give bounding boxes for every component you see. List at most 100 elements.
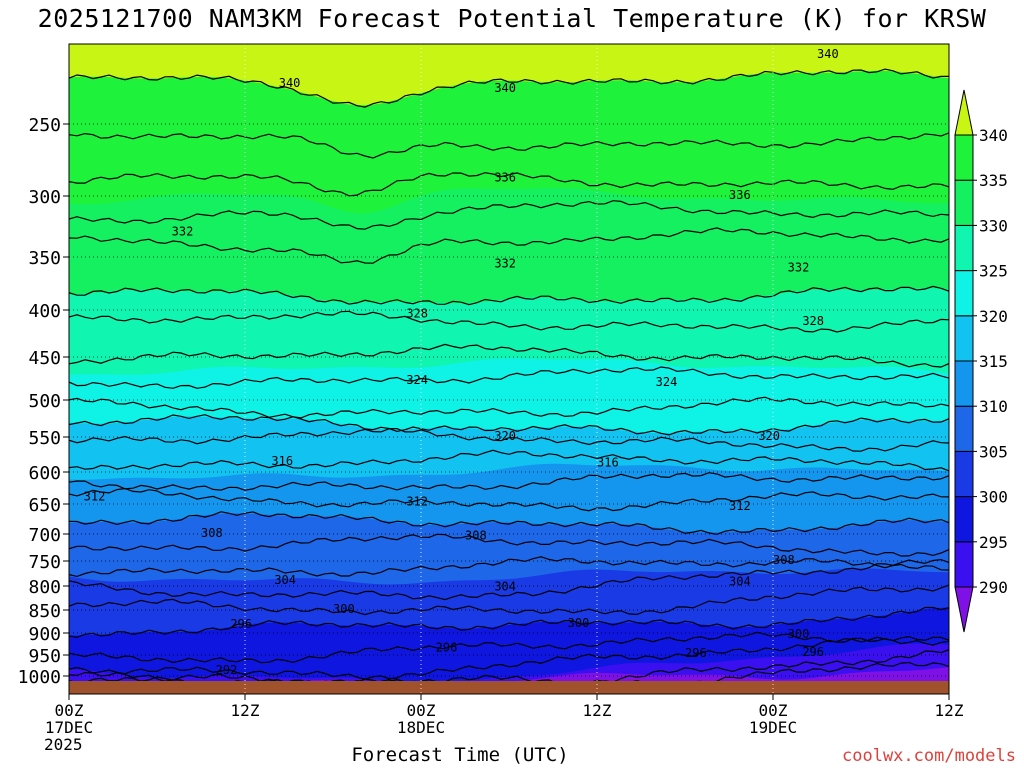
contour-label: 316 — [597, 456, 619, 470]
contour-label: 340 — [817, 47, 839, 61]
y-tick-label: 250 — [28, 115, 61, 136]
colorbar-label: 320 — [979, 307, 1008, 326]
colorbar-band — [954, 496, 974, 543]
y-tick-label: 800 — [28, 577, 61, 598]
contour-label: 324 — [406, 373, 428, 387]
colorbar-label: 335 — [979, 171, 1008, 190]
contour-label: 336 — [494, 171, 516, 185]
colorbar-label: 310 — [979, 397, 1008, 416]
contour-304 — [69, 558, 949, 601]
y-tick-label: 600 — [28, 463, 61, 484]
contour-292 — [69, 661, 949, 686]
colorbar-band — [954, 224, 974, 272]
y-tick-label: 700 — [28, 525, 61, 546]
colorbar-label: 305 — [979, 442, 1008, 461]
y-tick-label: 350 — [28, 248, 61, 269]
contour-label: 308 — [465, 529, 487, 543]
x-tick-label: 18DEC — [397, 718, 445, 737]
contour-label: 312 — [729, 499, 751, 513]
ground-bar — [69, 681, 949, 694]
contour-312 — [69, 487, 949, 512]
contour-302 — [69, 584, 949, 616]
y-tick-label: 400 — [28, 301, 61, 322]
contour-330 — [69, 285, 949, 306]
colorbar-label: 300 — [979, 488, 1008, 507]
contour-label: 296 — [802, 645, 824, 659]
contour-label: 296 — [230, 617, 252, 631]
contour-318 — [69, 427, 949, 452]
contour-label: 332 — [494, 256, 516, 270]
contour-label: 296 — [685, 646, 707, 660]
y-tick-label: 450 — [28, 348, 61, 369]
colorbar-label: 340 — [979, 126, 1008, 145]
colorbar-bottom-arrow — [954, 586, 974, 633]
colorbar-band — [954, 541, 974, 588]
plot-frame — [68, 43, 950, 695]
chart-title: 2025121700 NAM3KM Forecast Potential Tem… — [37, 4, 987, 33]
colorbar: 290 295 300 305 310 315 320 325 330 335 340 — [954, 89, 1008, 633]
x-tick-label: 12Z — [583, 701, 612, 720]
y-tick-label: 1000 — [18, 667, 61, 688]
contour-label: 316 — [271, 454, 293, 468]
contour-298 — [69, 631, 949, 664]
contour-labels: 340 340 340 336 336 332 332 332 328 328 324 324 320 3… — [84, 47, 839, 677]
contour-label: 340 — [279, 76, 301, 90]
contour-332 — [69, 227, 949, 264]
x-tick-label: 12Z — [935, 701, 964, 720]
x-tick-label: 2025 — [44, 735, 83, 754]
contour-label: 304 — [729, 575, 751, 589]
x-tick-label: 19DEC — [749, 718, 797, 737]
contour-label: 300 — [568, 616, 590, 630]
color-fill-layer — [69, 44, 949, 694]
contour-320 — [69, 414, 949, 436]
x-tick-label: 17DEC — [45, 718, 93, 737]
credit-text: coolwx.com/models — [842, 746, 1016, 766]
colorbar-label: 295 — [979, 533, 1008, 552]
contour-label: 300 — [333, 602, 355, 616]
x-tick-label: 12Z — [231, 701, 260, 720]
y-tick-label: 750 — [28, 552, 61, 573]
y-tick-label: 900 — [28, 624, 61, 645]
contour-336 — [69, 172, 949, 197]
contour-label: 300 — [788, 627, 810, 641]
contour-label: 304 — [274, 573, 296, 587]
colorbar-band — [954, 270, 974, 317]
x-tick-label: 00Z — [55, 701, 84, 720]
y-axis: 2503003504004505005506006507007508008509… — [18, 115, 69, 688]
contour-label: 320 — [758, 429, 780, 443]
contour-label: 328 — [802, 314, 824, 328]
contour-label: 312 — [84, 490, 106, 504]
contour-label: 312 — [406, 495, 428, 509]
y-tick-label: 650 — [28, 495, 61, 516]
contour-label: 304 — [494, 579, 516, 593]
contour-label: 332 — [788, 261, 810, 275]
contour-label: 292 — [216, 663, 238, 677]
contour-310 — [69, 511, 949, 535]
contour-324 — [69, 366, 949, 389]
colorbar-label: 330 — [979, 216, 1008, 235]
y-tick-label: 500 — [28, 391, 61, 412]
contour-306 — [69, 556, 949, 578]
y-tick-label: 850 — [28, 601, 61, 622]
x-axis-label: Forecast Time (UTC) — [351, 744, 569, 766]
contour-300 — [69, 606, 949, 638]
y-tick-label: 300 — [28, 187, 61, 208]
colorbar-top-arrow — [954, 89, 974, 136]
contour-326 — [69, 343, 949, 368]
contour-label: 320 — [494, 429, 516, 443]
contour-328 — [69, 310, 949, 333]
contour-340 — [69, 68, 949, 108]
contour-338 — [69, 132, 949, 159]
contour-label: 332 — [172, 225, 194, 239]
colorbar-label: 325 — [979, 262, 1008, 281]
colorbar-band — [954, 315, 974, 362]
contour-label: 296 — [436, 640, 458, 654]
contour-lines-layer — [69, 68, 949, 691]
contour-label: 340 — [494, 81, 516, 95]
colorbar-band — [954, 134, 974, 181]
colorbar-band — [954, 450, 974, 498]
x-tick-label: 00Z — [759, 701, 788, 720]
contour-label: 308 — [201, 526, 223, 540]
